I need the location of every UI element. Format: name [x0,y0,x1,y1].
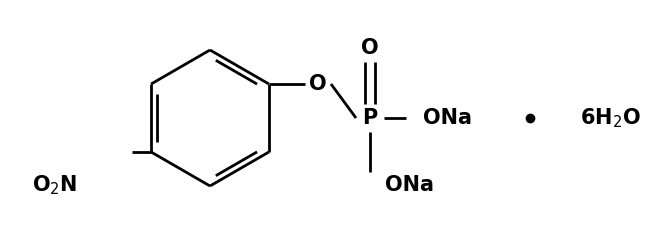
Text: ONa: ONa [424,108,473,128]
Text: 6H$_2$O: 6H$_2$O [580,106,641,130]
Text: ONa: ONa [385,175,434,195]
Text: O$_2$N: O$_2$N [33,173,78,197]
Text: O: O [309,74,326,94]
Text: P: P [362,108,377,128]
Text: O: O [361,38,379,58]
